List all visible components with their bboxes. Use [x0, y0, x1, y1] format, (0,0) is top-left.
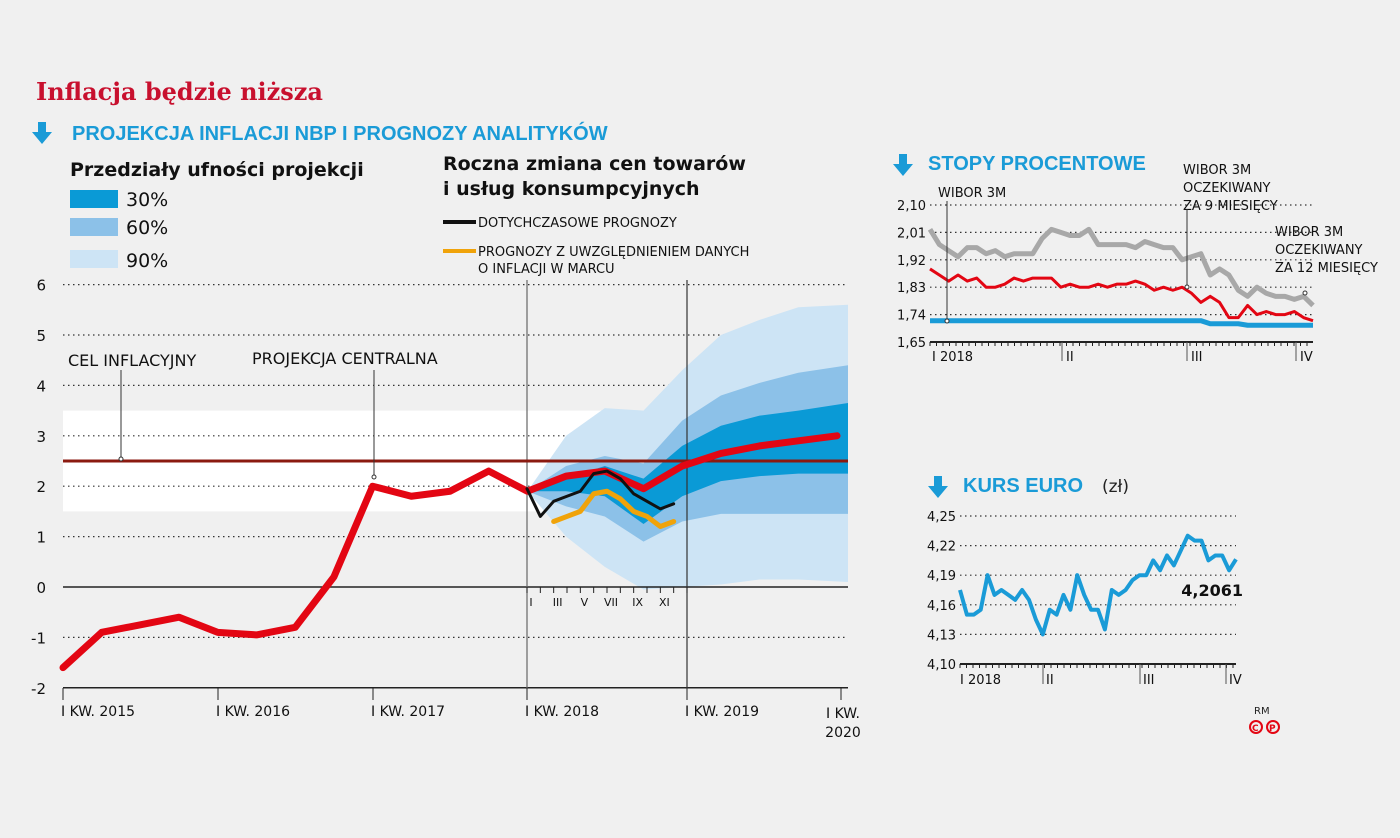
- y-tick-label: 0: [36, 579, 46, 597]
- x-tick-label: I KW.: [826, 706, 860, 722]
- y-tick-label: 4,22: [927, 540, 956, 555]
- last-value-label: 4,2061: [1181, 581, 1243, 600]
- y-tick-label: 1,74: [897, 309, 926, 324]
- legend-label-march-1: PROGNOZY Z UWZGLĘDNIENIEM DANYCH: [478, 245, 749, 260]
- x-tick-label: II: [1046, 673, 1054, 688]
- x-tick-label: IV: [1300, 350, 1313, 365]
- y-tick-label: 4,25: [927, 510, 956, 525]
- annotation-dot: [371, 474, 377, 480]
- y-tick-label: 4: [36, 377, 46, 395]
- month-tick-label: V: [581, 596, 589, 609]
- month-tick-label: III: [553, 596, 563, 609]
- x-tick-label: I KW. 2016: [216, 704, 290, 720]
- x-tick-label: 2020: [825, 725, 861, 741]
- annotation-dot: [1302, 290, 1308, 296]
- legend-label-march-2: O INFLACJI W MARCU: [478, 262, 615, 277]
- legend-label-60: 60%: [126, 217, 168, 239]
- main-chart-title: PROJEKCJA INFLACJI NBP I PROGNOZY ANALIT…: [72, 121, 608, 145]
- x-tick-label: I KW. 2017: [371, 704, 445, 720]
- x-tick-label: IV: [1229, 673, 1242, 688]
- x-tick-label: I KW. 2018: [525, 704, 599, 720]
- wibor-12m-expected-line: [927, 226, 1315, 308]
- legend-swatch-30: [70, 190, 118, 208]
- legend-swatch-60: [70, 218, 118, 236]
- y-tick-label: 2,01: [897, 226, 926, 241]
- x-tick-label: I KW. 2019: [685, 704, 759, 720]
- publisher-logo: C P: [1249, 720, 1280, 734]
- x-tick-label: I 2018: [932, 350, 973, 365]
- y-tick-label: 1,83: [897, 281, 926, 296]
- x-tick-label: III: [1191, 350, 1203, 365]
- lines-legend-title-1: Roczna zmiana cen towarów: [443, 153, 746, 175]
- march-forecasts-line: [551, 488, 677, 530]
- y-tick-label: 3: [36, 428, 46, 446]
- legend-label-30: 30%: [126, 189, 168, 211]
- y-tick-label: 2: [36, 478, 46, 496]
- annotation-central: PROJEKCJA CENTRALNA: [252, 349, 438, 368]
- rates-chart-title: STOPY PROCENTOWE: [928, 153, 1146, 175]
- annotation-target: CEL INFLACYJNY: [68, 351, 196, 370]
- y-tick-label: 2,10: [897, 199, 926, 214]
- euro-chart-unit: (zł): [1102, 477, 1129, 497]
- lines-legend-title-2: i usług konsumpcyjnych: [443, 178, 700, 200]
- label-wibor-12m: OCZEKIWANY: [1275, 243, 1363, 258]
- x-tick-label: III: [1143, 673, 1155, 688]
- month-tick-label: I: [529, 596, 532, 609]
- arrow-down-icon: [928, 476, 948, 498]
- previous-forecasts-line: [525, 469, 676, 518]
- wibor-9m-expected-line: [929, 267, 1314, 323]
- x-tick-label: I KW. 2015: [61, 704, 135, 720]
- legend-swatch-90: [70, 250, 118, 268]
- euro-rate-line: [958, 533, 1238, 637]
- legend-label-90: 90%: [126, 250, 168, 272]
- y-tick-label: 1,92: [897, 254, 926, 269]
- month-tick-label: XI: [659, 596, 670, 609]
- arrow-down-icon: [893, 154, 913, 176]
- y-tick-label: 1: [36, 529, 46, 547]
- x-tick-label: II: [1066, 350, 1074, 365]
- euro-chart: 4,254,224,194,164,134,10I 2018 II III IV4,2…: [927, 510, 1243, 688]
- y-tick-label: 4,13: [927, 628, 956, 643]
- bands-legend-title: Przedziały ufności projekcji: [70, 159, 364, 181]
- y-tick-label: 6: [36, 277, 46, 295]
- month-tick-label: IX: [632, 596, 643, 609]
- wibor-3m-line: [930, 318, 1313, 328]
- y-tick-label: 4,16: [927, 599, 956, 614]
- arrow-down-icon: [32, 122, 52, 144]
- y-tick-label: -1: [31, 629, 46, 647]
- main-title: Inflacja będzie niższa: [36, 77, 323, 106]
- label-wibor-9m: ZA 9 MIESIĘCY: [1183, 199, 1278, 214]
- label-wibor-12m: WIBOR 3M: [1275, 225, 1343, 240]
- label-wibor: WIBOR 3M: [938, 186, 1006, 201]
- label-wibor-9m: WIBOR 3M: [1183, 163, 1251, 178]
- y-tick-label: 5: [36, 327, 46, 345]
- euro-chart-title: KURS EURO: [963, 475, 1083, 497]
- annotation-dot: [1184, 284, 1190, 290]
- y-tick-label: 1,65: [897, 336, 926, 351]
- label-wibor-12m: ZA 12 MIESIĘCY: [1275, 261, 1378, 276]
- y-tick-label: 4,10: [927, 658, 956, 673]
- month-tick-label: VII: [604, 596, 618, 609]
- annotation-dot: [944, 318, 950, 324]
- svg-text:P: P: [1269, 724, 1276, 734]
- annotation-dot: [118, 456, 124, 462]
- label-wibor-9m: OCZEKIWANY: [1183, 181, 1271, 196]
- rates-chart: 2,102,011,921,831,741,65I 2018 II III IVWIB…: [897, 163, 1378, 365]
- y-tick-label: 4,19: [927, 569, 956, 584]
- legend-label-previous: DOTYCHCZASOWE PROGNOZY: [478, 216, 677, 231]
- central-projection-line: [59, 432, 841, 672]
- credit: RM: [1254, 706, 1270, 717]
- svg-text:C: C: [1252, 724, 1259, 734]
- x-tick-label: I 2018: [960, 673, 1001, 688]
- y-tick-label: -2: [31, 680, 46, 698]
